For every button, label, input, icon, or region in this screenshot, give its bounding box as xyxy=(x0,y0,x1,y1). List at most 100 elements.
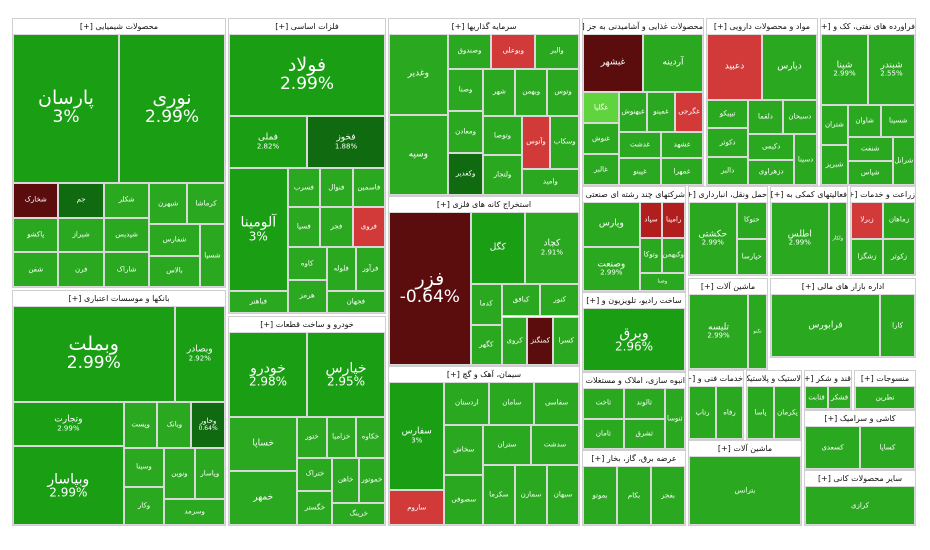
stock-tile[interactable]: پاسا xyxy=(747,386,774,439)
stock-tile[interactable]: زبرلا xyxy=(851,202,883,239)
stock-tile[interactable]: ولکار xyxy=(828,202,847,275)
stock-tile[interactable]: کرماشا xyxy=(187,182,225,225)
sector-header[interactable]: فلزات اساسی [+] xyxy=(229,19,385,34)
stock-tile[interactable]: وبانک xyxy=(157,402,192,449)
sector-header[interactable]: شرکتهای چند رشته ای صنعتی [+] xyxy=(583,187,685,202)
sector-header[interactable]: مواد و محصولات دارویی [+] xyxy=(707,19,817,34)
stock-tile[interactable]: وپست xyxy=(123,402,158,449)
stock-tile[interactable]: شپدیس xyxy=(103,217,150,253)
stock-tile[interactable]: خودرو 2.98% xyxy=(229,332,307,418)
sector-header[interactable]: حمل ونقل، انبارداری [+] xyxy=(689,187,767,202)
sector-header[interactable]: خودرو و ساخت قطعات [+] xyxy=(229,317,385,332)
stock-tile[interactable]: تلیسه 2.99% xyxy=(689,294,749,369)
stock-tile[interactable]: وبوعلی xyxy=(491,34,536,69)
stock-tile[interactable]: خپارس 2.95% xyxy=(307,332,385,418)
stock-tile[interactable]: وصندوق xyxy=(447,34,492,69)
stock-tile[interactable]: وسرمد xyxy=(164,499,225,525)
stock-tile[interactable]: نطرین xyxy=(855,386,915,409)
stock-tile[interactable]: هرمز xyxy=(287,280,327,313)
stock-tile[interactable]: ثامان xyxy=(583,418,624,449)
stock-tile[interactable]: نوری 2.99% xyxy=(119,34,225,183)
stock-tile[interactable]: فرن xyxy=(58,252,104,287)
stock-tile[interactable]: وسپه xyxy=(389,114,448,195)
stock-tile[interactable]: ولتجار xyxy=(483,155,522,195)
stock-tile[interactable]: کگل xyxy=(470,212,525,285)
stock-tile[interactable]: دسینا xyxy=(794,134,817,185)
stock-tile[interactable]: وغدیر xyxy=(389,34,448,115)
stock-tile[interactable]: شتران xyxy=(821,105,848,146)
stock-tile[interactable]: دزهراوی xyxy=(748,159,795,185)
stock-tile[interactable]: فباهنر xyxy=(229,291,288,313)
stock-tile[interactable]: بالاس xyxy=(149,255,200,287)
sector-header[interactable]: فعالیتهای کمکی به [+] xyxy=(771,187,847,202)
stock-tile[interactable]: سکرما xyxy=(482,464,515,525)
stock-tile[interactable]: ختراک xyxy=(297,457,333,492)
stock-tile[interactable]: فجر xyxy=(320,207,353,247)
stock-tile[interactable]: حپارسا xyxy=(736,238,767,275)
stock-tile[interactable]: پکرمان xyxy=(774,386,801,439)
stock-tile[interactable]: کارا xyxy=(880,294,915,357)
stock-tile[interactable]: وخاور 0.64% xyxy=(191,402,225,449)
stock-tile[interactable]: زشگزا xyxy=(851,238,883,275)
stock-tile[interactable]: بکام xyxy=(617,466,651,525)
stock-tile[interactable]: بفجر xyxy=(651,466,685,525)
stock-tile[interactable]: قثابت xyxy=(805,386,828,409)
stock-tile[interactable]: فملی 2.82% xyxy=(229,116,307,168)
stock-tile[interactable]: شاراک xyxy=(103,252,150,287)
stock-tile[interactable]: ثنوسا xyxy=(664,388,685,449)
stock-tile[interactable]: دکیمی xyxy=(748,134,795,160)
sector-header[interactable]: قند و شکر [+] xyxy=(805,371,851,386)
stock-tile[interactable]: خکاوه xyxy=(355,417,385,458)
stock-tile[interactable]: شخارک xyxy=(13,182,59,218)
stock-tile[interactable]: شسینا xyxy=(881,105,915,138)
stock-tile[interactable]: تیپیکو xyxy=(707,100,749,129)
sector-header[interactable]: محصولات غذایی و آشامیدنی به جز [+] xyxy=(583,19,703,34)
sector-header[interactable]: خدمات فنی و [+] xyxy=(689,371,743,386)
stock-tile[interactable]: خساپا xyxy=(229,417,298,472)
stock-tile[interactable]: پاکشو xyxy=(13,217,59,253)
stock-tile[interactable]: سپاد xyxy=(639,202,663,238)
stock-tile[interactable]: قشکر xyxy=(828,386,851,409)
stock-tile[interactable]: اردستان xyxy=(444,382,490,425)
stock-tile[interactable]: خاهن xyxy=(332,457,359,503)
stock-tile[interactable]: بترانس xyxy=(689,456,801,525)
stock-tile[interactable]: فخوز 1.88% xyxy=(307,116,385,168)
sector-header[interactable]: استخراج کانه های فلزی [+] xyxy=(389,197,579,212)
stock-tile[interactable]: کسرا xyxy=(553,316,579,365)
stock-tile[interactable]: کسعدی xyxy=(805,426,860,469)
stock-tile[interactable]: غبشهر xyxy=(583,34,643,93)
stock-tile[interactable]: شیراز xyxy=(58,217,104,253)
stock-tile[interactable]: شفن xyxy=(13,252,59,287)
sector-header[interactable]: اداره بازار های مالی [+] xyxy=(771,279,915,294)
stock-tile[interactable]: دلقما xyxy=(748,100,783,135)
stock-tile[interactable]: دپارس xyxy=(762,34,817,101)
sector-header[interactable]: عرضه برق، گاز، بخار [+] xyxy=(583,451,685,466)
stock-tile[interactable]: دسبحان xyxy=(782,100,817,135)
stock-tile[interactable]: ثالوند xyxy=(623,388,665,419)
sector-header[interactable]: کاشی و سرامیک [+] xyxy=(805,411,915,426)
stock-tile[interactable]: فروی xyxy=(352,207,385,247)
stock-tile[interactable]: بموتو xyxy=(583,466,617,525)
stock-tile[interactable]: غدشت xyxy=(619,131,661,159)
stock-tile[interactable]: حتوکا xyxy=(736,202,767,239)
sector-header[interactable]: ماشین آلات [+] xyxy=(689,279,767,294)
stock-tile[interactable]: والبر xyxy=(535,34,579,69)
stock-tile[interactable]: آردینه xyxy=(643,34,703,93)
stock-tile[interactable]: وکار xyxy=(123,486,165,525)
stock-tile[interactable]: سمازن xyxy=(514,464,547,525)
stock-tile[interactable]: غپینو xyxy=(619,158,661,185)
stock-tile[interactable]: ونوین xyxy=(164,448,195,500)
stock-tile[interactable]: سامان xyxy=(489,382,535,425)
stock-tile[interactable]: شرانل xyxy=(892,137,915,185)
stock-tile[interactable]: کرازی xyxy=(805,486,915,525)
stock-tile[interactable]: کچاد 2.91% xyxy=(524,212,579,285)
stock-tile[interactable]: کاوه xyxy=(287,247,327,280)
stock-tile[interactable]: زکوثر xyxy=(883,238,915,275)
stock-tile[interactable]: دالبر xyxy=(707,156,749,185)
stock-tile[interactable]: سصوفی xyxy=(444,474,483,525)
stock-tile[interactable]: شبریز xyxy=(821,145,848,185)
stock-tile[interactable]: فرابورس xyxy=(771,294,881,357)
stock-tile[interactable]: وتوصا xyxy=(483,115,522,156)
stock-tile[interactable]: شنفت xyxy=(847,137,893,162)
stock-tile[interactable]: ثاخت xyxy=(583,388,624,419)
